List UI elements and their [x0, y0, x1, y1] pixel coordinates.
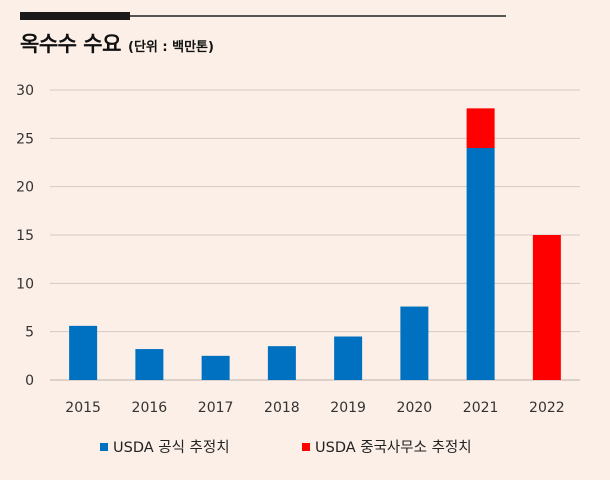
legend-swatch	[100, 443, 108, 451]
y-tick-label: 25	[16, 131, 34, 147]
x-tick-label: 2018	[264, 400, 300, 416]
legend-swatch	[302, 443, 310, 451]
x-tick-label: 2020	[397, 400, 433, 416]
header-rule	[20, 15, 506, 17]
bar-2021-series-1	[466, 148, 495, 380]
legend-label: USDA 공식 추정치	[113, 439, 230, 456]
bar-2019-series-1	[334, 336, 363, 380]
bar-2021-series-2	[466, 108, 495, 148]
bar-2022-series-2	[532, 235, 561, 380]
y-tick-label: 0	[25, 373, 34, 389]
x-tick-label: 2016	[132, 400, 168, 416]
x-tick-label: 2019	[330, 400, 366, 416]
y-tick-label: 20	[16, 180, 34, 196]
x-tick-label: 2022	[529, 400, 565, 416]
x-tick-label: 2015	[65, 400, 101, 416]
bar-2015-series-1	[69, 325, 98, 380]
bar-2017-series-1	[201, 355, 230, 380]
chart-unit: (단위 : 백만톤)	[128, 40, 214, 55]
legend-label: USDA 중국사무소 추정치	[315, 439, 472, 456]
x-tick-label: 2021	[463, 400, 499, 416]
bar-2016-series-1	[135, 349, 164, 380]
bar-2018-series-1	[267, 346, 296, 380]
y-tick-label: 5	[25, 325, 34, 341]
y-tick-label: 10	[16, 276, 34, 292]
title-row: 옥수수 수요 (단위 : 백만톤)	[20, 28, 214, 58]
x-tick-label: 2017	[198, 400, 234, 416]
y-tick-label: 15	[16, 228, 34, 244]
y-tick-label: 30	[16, 83, 34, 99]
bar-2020-series-1	[400, 306, 429, 380]
chart-title: 옥수수 수요	[20, 32, 121, 56]
header-accent-bar	[20, 12, 130, 20]
